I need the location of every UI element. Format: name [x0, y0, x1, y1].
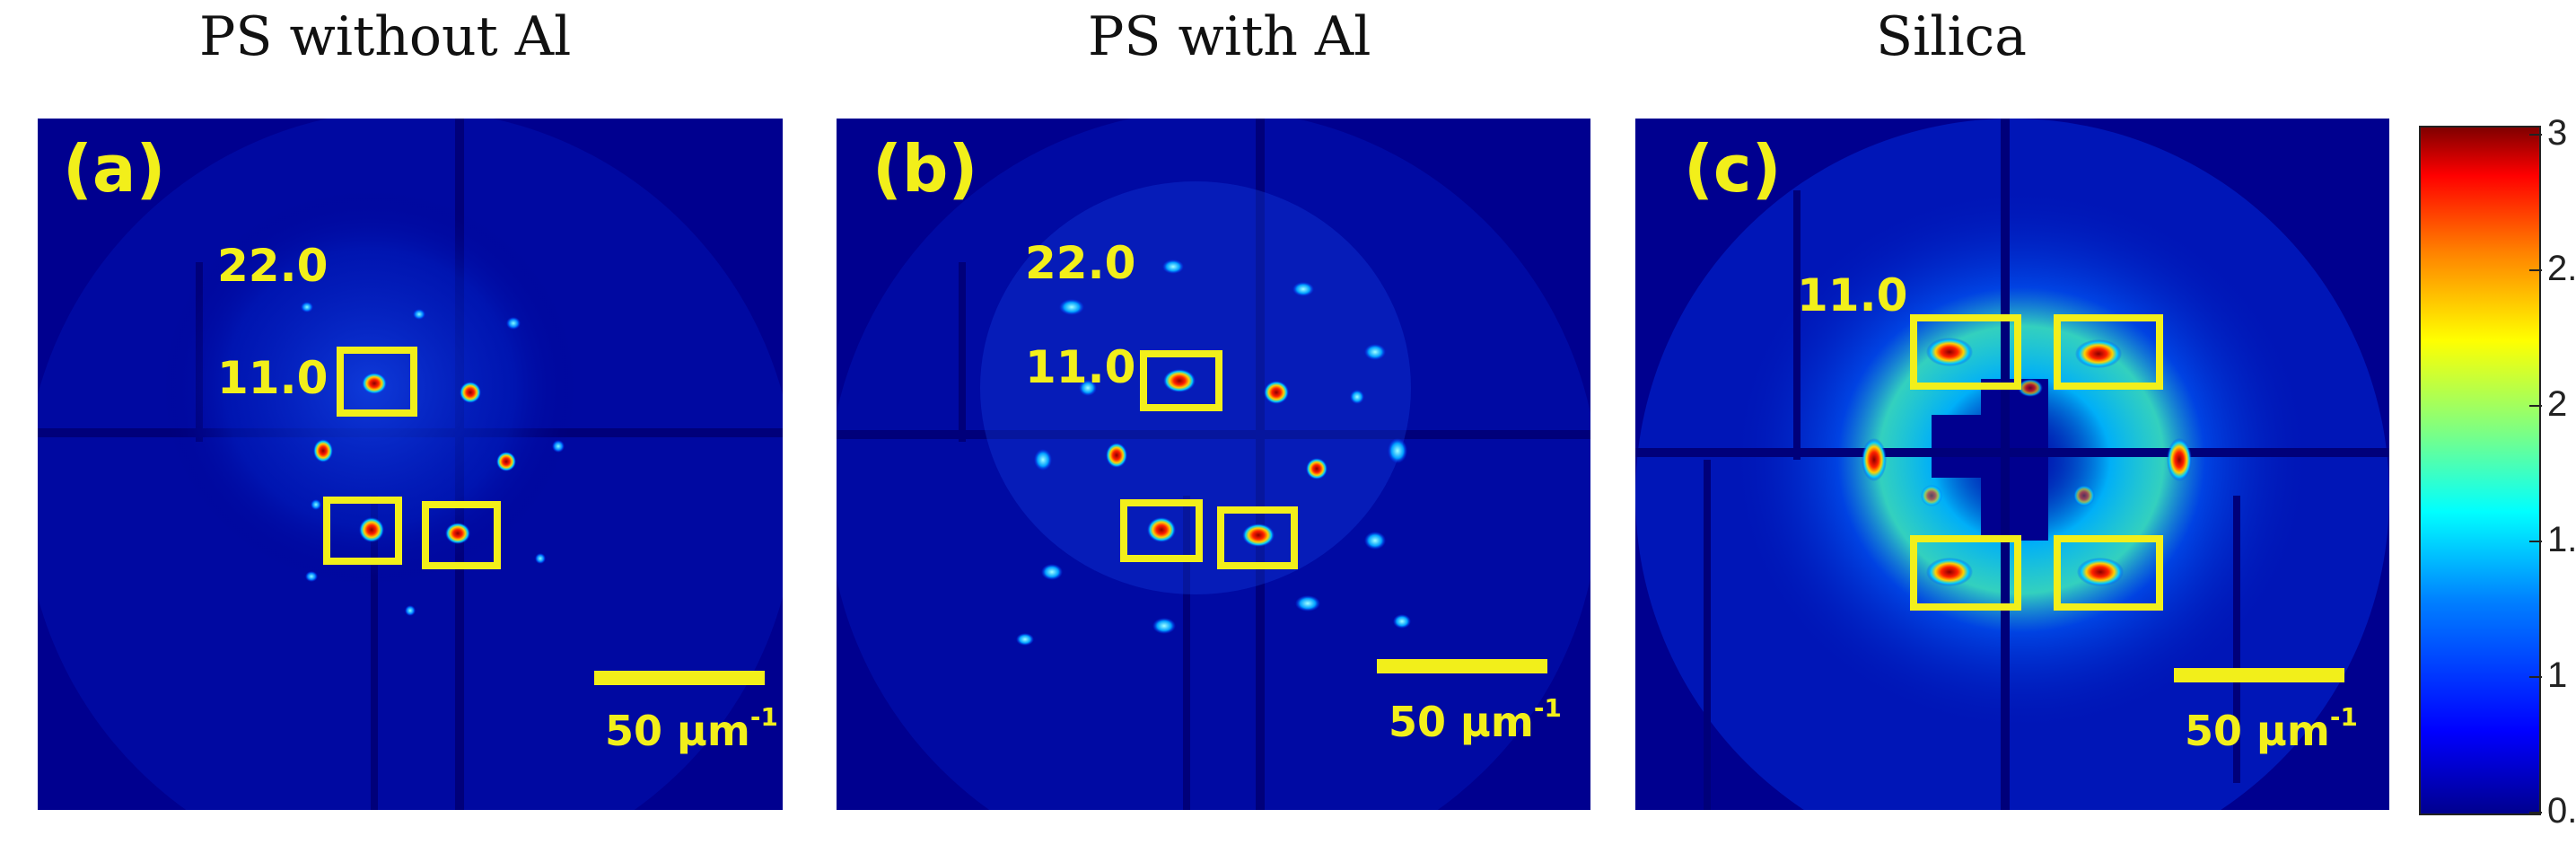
diffraction-image-c — [1635, 119, 2389, 810]
panel-b-title: PS with Al — [1088, 5, 1371, 68]
colorbar-tick-label: 3 — [2547, 113, 2568, 153]
colorbar-tick-label: 1.5 — [2547, 520, 2576, 559]
diffraction-panel-c: (c) 11.0 50 μm-1 — [1635, 119, 2389, 810]
diffraction-image-a — [38, 119, 783, 810]
panel-b-index-11: 11.0 — [1025, 341, 1136, 393]
colorbar-tick-mark — [2529, 269, 2542, 271]
panel-c-index-11: 11.0 — [1797, 269, 1908, 321]
panel-c-title: Silica — [1876, 5, 2028, 68]
panel-c-label: (c) — [1684, 131, 1782, 207]
colorbar-tick-label: 2 — [2547, 384, 2568, 424]
panel-b-label: (b) — [872, 131, 978, 207]
colorbar — [2419, 126, 2541, 815]
panel-a-index-22: 22.0 — [217, 240, 329, 292]
panel-b-index-22: 22.0 — [1025, 237, 1136, 289]
panel-a-scale-label: 50 μm-1 — [605, 702, 778, 755]
colorbar-tick-mark — [2529, 134, 2542, 136]
colorbar-tick-mark — [2529, 541, 2542, 542]
colorbar-tick-label: 2.5 — [2547, 249, 2576, 288]
diffraction-panel-b: (b) 22.0 11.0 50 μm-1 — [837, 119, 1590, 810]
colorbar-tick-mark — [2529, 676, 2542, 678]
colorbar-tick-mark — [2529, 405, 2542, 407]
panel-c-scale-label: 50 μm-1 — [2185, 702, 2358, 755]
panel-b-scale-bar — [1377, 659, 1547, 673]
colorbar-tick-mark — [2529, 812, 2542, 814]
diffraction-image-b — [837, 119, 1590, 810]
panel-a-label: (a) — [63, 131, 166, 207]
panel-b-scale-label: 50 μm-1 — [1389, 693, 1562, 746]
colorbar-tick-label: 1 — [2547, 655, 2568, 695]
panel-a-index-11: 11.0 — [217, 352, 329, 404]
diffraction-panel-a: (a) 22.0 11.0 50 μm-1 — [38, 119, 783, 810]
panel-a-title: PS without Al — [199, 5, 572, 68]
colorbar-tick-label: 0.5 — [2547, 791, 2576, 831]
panel-c-scale-bar — [2174, 668, 2344, 682]
panel-a-scale-bar — [594, 671, 765, 685]
